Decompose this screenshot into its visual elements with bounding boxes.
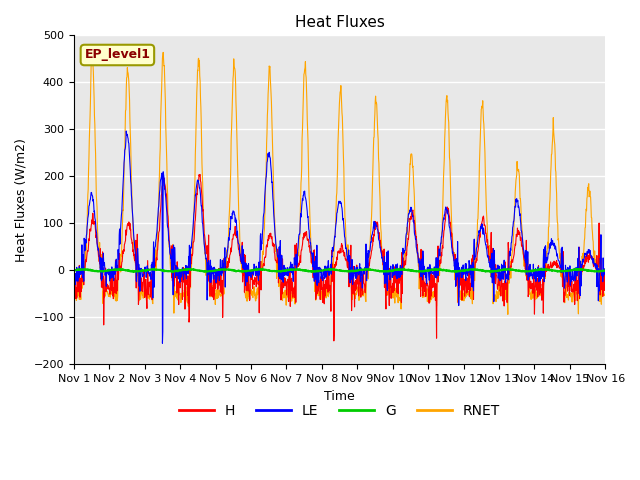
H [175, 285, 183, 290]
LE [248, 271, 256, 276]
G [488, 269, 495, 275]
LE [176, 279, 184, 285]
H [602, 276, 609, 282]
Line: G: G [74, 269, 605, 272]
LE [492, 266, 500, 272]
Line: H: H [74, 174, 605, 341]
G [188, 266, 196, 272]
LE [70, 264, 77, 270]
H [188, 252, 196, 257]
H [539, 276, 547, 282]
G [175, 267, 183, 273]
H [330, 338, 338, 344]
G [539, 266, 547, 272]
LE [423, 281, 431, 287]
RNET [504, 312, 512, 317]
X-axis label: Time: Time [324, 390, 355, 403]
G [70, 268, 77, 274]
RNET [602, 291, 609, 297]
LE [602, 267, 609, 273]
LE [539, 274, 547, 279]
H [423, 278, 431, 284]
RNET [539, 289, 547, 295]
H [248, 274, 255, 280]
LE [189, 228, 196, 234]
RNET [248, 292, 255, 298]
Text: EP_level1: EP_level1 [84, 48, 150, 61]
RNET [422, 292, 430, 298]
H [70, 289, 77, 295]
RNET [492, 293, 499, 299]
G [422, 268, 430, 274]
H [196, 171, 204, 177]
LE [122, 128, 130, 134]
Line: LE: LE [74, 131, 605, 343]
RNET [88, 49, 96, 55]
Y-axis label: Heat Fluxes (W/m2): Heat Fluxes (W/m2) [15, 138, 28, 262]
H [492, 271, 500, 276]
G [602, 267, 609, 273]
RNET [189, 246, 196, 252]
G [248, 268, 255, 274]
RNET [70, 285, 77, 290]
LE [159, 340, 166, 346]
G [492, 268, 500, 274]
G [259, 266, 266, 272]
Title: Heat Fluxes: Heat Fluxes [294, 15, 385, 30]
Legend: H, LE, G, RNET: H, LE, G, RNET [173, 398, 506, 423]
RNET [175, 292, 183, 298]
Line: RNET: RNET [74, 52, 605, 314]
